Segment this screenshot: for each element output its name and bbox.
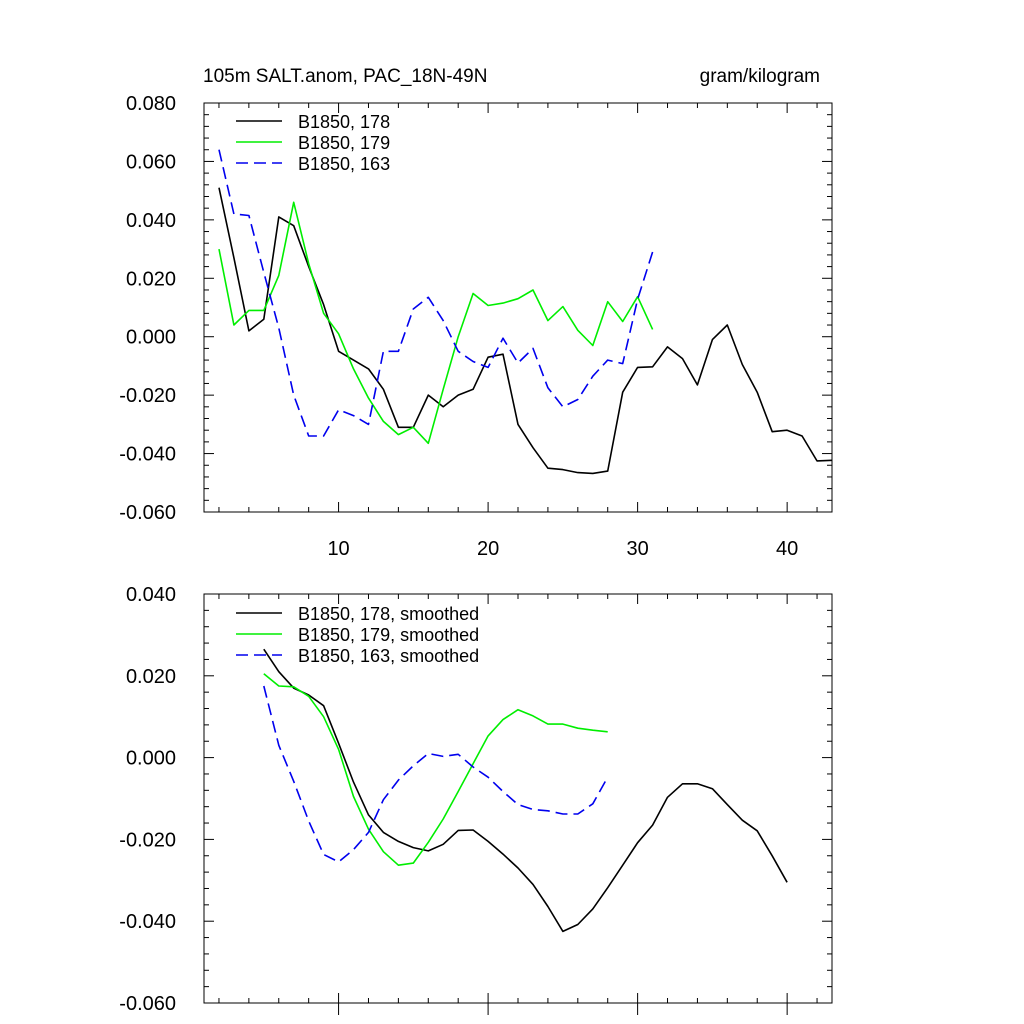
bottom-y-tick-label: -0.020: [119, 829, 176, 851]
bottom-series-line-3: [263, 685, 609, 863]
top-y-tick-label: 0.040: [126, 210, 176, 232]
bottom-y-tick-label: -0.060: [119, 993, 176, 1015]
top-legend-label-2: B1850, 179: [298, 133, 390, 153]
top-y-tick-label: 0.020: [126, 268, 176, 290]
top-x-tick-label: 30: [626, 538, 648, 560]
top-y-tick-label: -0.040: [119, 444, 176, 466]
bottom-y-tick-label: 0.040: [126, 584, 176, 606]
top-panel-title-left: 105m SALT.anom, PAC_18N-49N: [203, 66, 487, 87]
top-panel-title-right: gram/kilogram: [700, 66, 820, 87]
top-legend-label-3: B1850, 163: [298, 154, 390, 174]
top-series-line-1: [218, 187, 833, 475]
top-panel: 105m SALT.anom, PAC_18N-49N gram/kilogra…: [119, 66, 833, 560]
bottom-y-tick-label: 0.020: [126, 666, 176, 688]
bottom-panel: 0.040 0.020 0.000 -0.020 -0.040 -0.060 B1850, …: [119, 584, 833, 1015]
bottom-y-tick-label: 0.000: [126, 748, 176, 770]
bottom-legend-label-1: B1850, 178, smoothed: [298, 604, 479, 624]
bottom-legend-label-2: B1850, 179, smoothed: [298, 625, 479, 645]
top-series-line-3: [218, 149, 654, 437]
top-y-tick-label: -0.060: [119, 502, 176, 524]
top-y-tick-label: 0.060: [126, 151, 176, 173]
bottom-legend-label-3: B1850, 163, smoothed: [298, 646, 479, 666]
bottom-series-line-1: [263, 648, 788, 933]
top-series-line-2: [218, 201, 654, 445]
top-x-tick-label: 20: [477, 538, 499, 560]
top-y-tick-label: 0.000: [126, 327, 176, 349]
bottom-series-line-2: [263, 673, 608, 867]
top-y-tick-label: 0.080: [126, 93, 176, 115]
top-legend-label-1: B1850, 178: [298, 112, 390, 132]
bottom-y-tick-label: -0.040: [119, 911, 176, 933]
top-x-tick-label: 40: [776, 538, 798, 560]
top-y-tick-label: -0.020: [119, 385, 176, 407]
top-x-tick-label: 10: [327, 538, 349, 560]
